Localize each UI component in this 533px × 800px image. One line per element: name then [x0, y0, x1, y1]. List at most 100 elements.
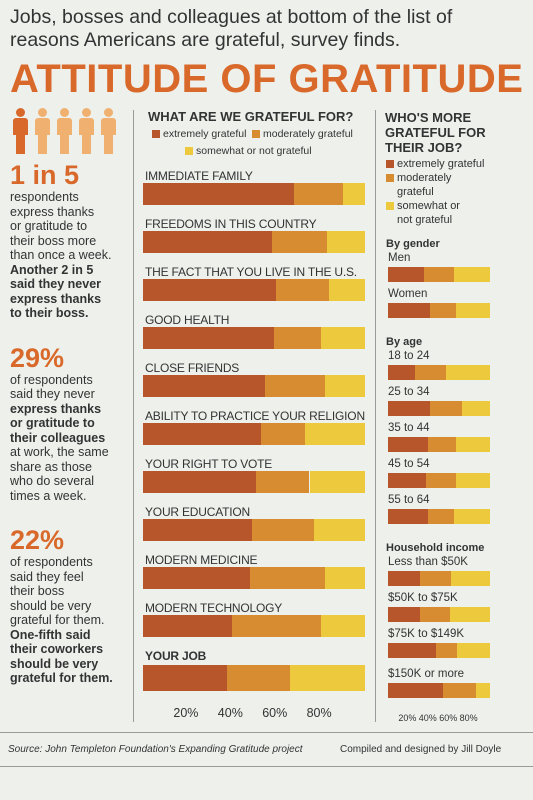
- person-head: [82, 108, 91, 117]
- side-bar-segment-extremely: [388, 303, 430, 318]
- group-item-label: Less than $50K: [388, 556, 468, 568]
- bar-segment-moderately: [273, 327, 321, 349]
- stat-line: said they never: [10, 277, 102, 291]
- stat-line: at work, the same: [10, 445, 109, 459]
- stat-line: who do several: [10, 474, 95, 488]
- side-bar-segment-extremely: [388, 607, 420, 622]
- side-bar-segment-extremely: [388, 473, 426, 488]
- side-bar-segment-extremely: [388, 643, 436, 658]
- side-bar-segment-somewhat: [454, 267, 490, 282]
- bar-segment-somewhat: [327, 231, 365, 253]
- side-bar-segment-moderately: [419, 607, 451, 622]
- category-label: THE FACT THAT YOU LIVE IN THE U.S.: [145, 265, 357, 279]
- stat-line: their boss: [10, 584, 65, 598]
- bar-segment-extremely: [143, 471, 257, 493]
- stat-line: should be very: [10, 598, 92, 613]
- stat-line: their coworkers: [10, 642, 104, 656]
- side-bar-segment-somewhat: [475, 683, 490, 698]
- bar-segment-extremely: [143, 183, 294, 205]
- person-head: [38, 108, 47, 117]
- legend-swatch: [252, 130, 260, 139]
- person-icon: [54, 108, 74, 154]
- person-icon: [76, 108, 96, 154]
- stat-line: their colleagues: [10, 430, 106, 445]
- person-head: [16, 108, 25, 117]
- person-body: [57, 118, 72, 135]
- side-bar-segment-somewhat: [451, 571, 490, 586]
- x-tick-label: 20%: [173, 706, 199, 720]
- bar-segment-extremely: [143, 279, 277, 301]
- stat-line: express thanks: [10, 401, 102, 416]
- stat-block: 22% of respondents said they feel their bos…: [10, 525, 128, 686]
- person-body: [13, 118, 28, 135]
- stat-line: of respondents: [10, 555, 93, 569]
- side-bar-segment-moderately: [423, 267, 455, 282]
- person-icon: [32, 108, 52, 154]
- bar-segment-moderately: [231, 615, 321, 637]
- legend-label: grateful: [397, 186, 434, 198]
- stat-line: grateful for them.: [10, 613, 105, 627]
- group-item-label: $150K or more: [388, 668, 465, 680]
- stat-line: to their boss.: [10, 306, 89, 320]
- side-bar-segment-moderately: [419, 571, 452, 586]
- stat-line: times a week.: [10, 488, 87, 503]
- group-heading: Household income: [386, 542, 485, 554]
- side-bar-segment-somewhat: [462, 401, 490, 416]
- person-legs: [104, 135, 113, 154]
- page-title: ATTITUDE OF GRATITUDE: [10, 57, 524, 101]
- side-x-tick-label: 40%: [418, 713, 437, 723]
- person-body: [35, 118, 50, 135]
- person-icon: [10, 108, 30, 154]
- stat-line: or gratitude to: [10, 416, 95, 430]
- category-label: CLOSE FRIENDS: [145, 361, 240, 375]
- stat-line: of respondents: [10, 372, 93, 387]
- legend-label: extremely grateful: [397, 158, 485, 170]
- side-bar-segment-somewhat: [450, 607, 490, 622]
- bar-segment-moderately: [227, 665, 290, 691]
- side-bar-segment-extremely: [388, 683, 444, 698]
- legend-label: somewhat or not grateful: [196, 145, 312, 157]
- side-bar-segment-somewhat: [446, 365, 490, 380]
- side-chart-title: WHO'S MORE GRATEFUL FOR THEIR JOB?: [385, 110, 486, 155]
- group-item-label: 35 to 44: [388, 422, 430, 434]
- legend-item: somewhat or not grateful: [185, 145, 312, 157]
- group-item-label: $50K to $75K: [388, 592, 458, 604]
- group-item-label: 45 to 54: [388, 458, 430, 470]
- category-label: MODERN MEDICINE: [145, 553, 258, 567]
- bar-segment-somewhat: [313, 519, 365, 541]
- bar-segment-extremely: [143, 519, 252, 541]
- legend-item: extremely grateful: [152, 128, 246, 140]
- legend-label: moderately grateful: [263, 128, 353, 140]
- legend-item: moderately: [386, 172, 451, 184]
- category-label: YOUR RIGHT TO VOTE: [145, 457, 273, 471]
- legend-item: extremely grateful: [386, 158, 484, 170]
- category-label: GOOD HEALTH: [145, 313, 230, 327]
- bar-segment-moderately: [260, 423, 306, 445]
- bar-segment-somewhat: [325, 375, 365, 397]
- legend-item: moderately grateful: [252, 128, 353, 140]
- main-chart-title: WHAT ARE WE GRATEFUL FOR?: [148, 109, 354, 124]
- group-item-label: 55 to 64: [388, 494, 430, 506]
- group-item-label: 25 to 34: [388, 386, 430, 398]
- source-note: Source: John Templeton Foundation's Expa…: [8, 744, 303, 755]
- x-tick-label: 40%: [217, 706, 243, 720]
- group-item-label: Women: [388, 288, 428, 300]
- legend-item: not grateful: [386, 214, 452, 226]
- stat-line: said they feel: [10, 569, 84, 584]
- column-divider-left: [133, 110, 134, 722]
- stat-line: Another 2 in 5: [10, 262, 94, 277]
- bar-segment-moderately: [271, 231, 328, 253]
- person-legs: [82, 135, 91, 154]
- side-bar-segment-moderately: [435, 643, 458, 658]
- x-tick-label: 80%: [306, 706, 332, 720]
- side-x-tick-label: 20%: [398, 713, 417, 723]
- bar-segment-somewhat: [320, 327, 365, 349]
- side-bar-segment-moderately: [425, 473, 457, 488]
- person-head: [104, 108, 113, 117]
- side-bar-segment-somewhat: [456, 473, 490, 488]
- legend-swatch: [386, 174, 394, 183]
- headline: Jobs, bosses and colleagues at bottom of…: [10, 6, 453, 51]
- side-bar-segment-somewhat: [456, 437, 490, 452]
- bar-segment-moderately: [251, 519, 314, 541]
